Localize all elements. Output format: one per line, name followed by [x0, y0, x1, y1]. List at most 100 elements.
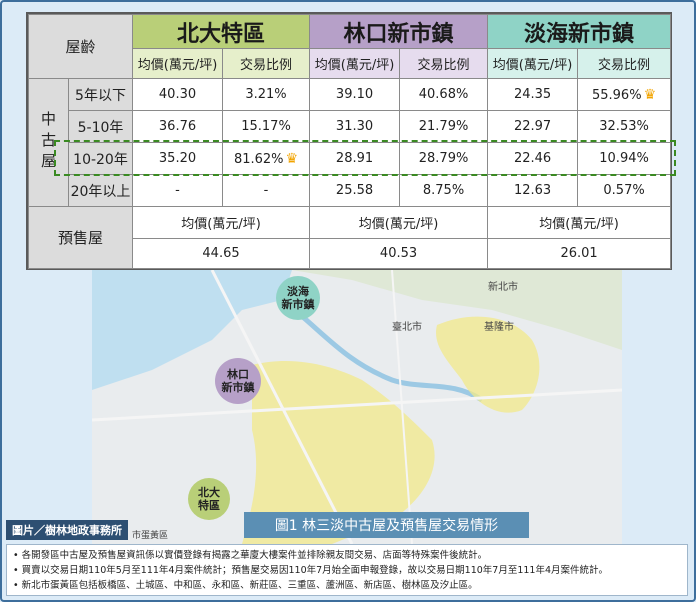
presale-value-beida: 44.65: [132, 238, 311, 269]
ratio-cell: 28.79%: [399, 142, 489, 175]
ratio-cell: 8.75%: [399, 174, 489, 207]
ratio-cell: 81.62% ♛: [222, 142, 311, 175]
cell-value: 32.53%: [599, 119, 649, 134]
place-keelung: 基隆市: [484, 322, 514, 333]
bubble-danhai: 淡海 新市鎮: [276, 276, 320, 320]
price-table: 屋齡 北大特區 林口新市鎮 淡海新市鎮 均價(萬元/坪) 交易比例 均價(萬元/…: [26, 12, 672, 270]
place-egg-yolk: 市蛋黃區: [132, 531, 169, 541]
price-cell: 25.58: [309, 174, 401, 207]
cell-value: 81.62%: [233, 151, 284, 167]
cell-value: 39.10: [335, 87, 374, 102]
presale-label: 預售屋: [27, 206, 134, 269]
cell-value: -: [175, 183, 180, 198]
group-danhai: 淡海新市鎮: [487, 14, 672, 49]
cell-value: -: [263, 183, 269, 198]
ratio-cell: 32.53%: [577, 110, 672, 143]
cell-value: 28.91: [335, 151, 374, 166]
river: [280, 298, 484, 403]
cell-value: 10.94%: [599, 151, 649, 166]
age-range: 10-20年: [67, 142, 134, 175]
cell-value: 21.79%: [418, 119, 469, 134]
age-range: 20年以上: [67, 174, 134, 207]
group-linkou: 林口新市鎮: [309, 14, 489, 49]
egg-yolk-zone: [242, 360, 435, 544]
group-beida: 北大特區: [132, 14, 311, 49]
ratio-cell: 0.57%: [577, 174, 672, 207]
cell-value: 55.96%: [591, 87, 642, 103]
age-header: 屋齡: [27, 14, 134, 79]
cell-value: 15.17%: [241, 119, 291, 134]
cell-value: 8.75%: [422, 183, 465, 198]
ratio-cell: 15.17%: [222, 110, 311, 143]
ratio-cell: 21.79%: [399, 110, 489, 143]
image-credit: 圖片／樹林地政事務所: [6, 520, 128, 540]
price-cell: 12.63: [487, 174, 579, 207]
cell-value: 31.30: [335, 119, 374, 134]
cell-value: 3.21%: [245, 87, 287, 102]
footnote-1: • 各開發區中古屋及預售屋資訊係以實價登錄有揭露之華廈大樓案件並排除親友間交易、…: [13, 550, 488, 561]
sea-area: [92, 270, 292, 390]
table-row: 5-10年 36.76 15.17% 31.30 21.79% 22.97 32.53%: [29, 110, 672, 143]
price-cell: 31.30: [309, 110, 401, 143]
price-cell: 22.46: [487, 142, 579, 175]
price-cell: 36.76: [132, 110, 224, 143]
table-row: 20年以上 - - 25.58 8.75% 12.63 0.57%: [29, 174, 672, 207]
map-graphic: [92, 270, 622, 544]
age-range: 5年以下: [67, 78, 134, 111]
bubble-linkou-text: 林口 新市鎮: [221, 368, 255, 394]
cell-value: 28.79%: [418, 151, 469, 166]
map: 淡海 新市鎮 林口 新市鎮 北大 特區 新北市 臺北市 基隆市 市蛋黃區: [92, 270, 622, 544]
ratio-cell: 40.68%: [399, 78, 489, 111]
col-header-price: 均價(萬元/坪): [132, 48, 224, 79]
presale-col-header: 均價(萬元/坪): [309, 206, 489, 239]
cell-value: 40.68%: [418, 87, 469, 102]
col-header-ratio: 交易比例: [399, 48, 489, 79]
table-row: 中古屋 5年以下 40.30 3.21% 39.10 40.68% 24.35 55.96% ♛: [28, 78, 672, 207]
cell-value: 12.63: [513, 183, 552, 198]
crown-icon: ♛: [285, 150, 299, 167]
ratio-cell: 3.21%: [222, 78, 311, 111]
cell-value: 24.35: [513, 87, 552, 102]
col-header-ratio: 交易比例: [577, 48, 672, 79]
ratio-cell: -: [222, 174, 311, 207]
place-newtaipei: 新北市: [488, 282, 518, 293]
price-cell: 24.35: [487, 78, 579, 111]
price-cell: -: [132, 174, 224, 207]
col-header-ratio: 交易比例: [222, 48, 311, 79]
price-cell: 35.20: [132, 142, 224, 175]
cell-value: 40.30: [158, 87, 197, 102]
presale-value-linkou: 40.53: [309, 238, 489, 269]
used-house-label: 中古屋: [28, 78, 69, 207]
table-row: 10-20年 35.20 81.62% ♛ 28.91 28.79% 22.46 10.94%: [29, 142, 672, 175]
xizhi-zone: [436, 316, 540, 413]
cell-value: 22.46: [513, 151, 552, 166]
crown-icon: ♛: [643, 86, 657, 103]
col-header-price: 均價(萬元/坪): [487, 48, 579, 79]
place-taipei: 臺北市: [392, 322, 422, 333]
col-header-price: 均價(萬元/坪): [309, 48, 401, 79]
ratio-cell: 55.96% ♛: [577, 78, 672, 111]
cell-value: 35.20: [158, 151, 197, 166]
bubble-beida-text: 北大 特區: [198, 486, 220, 512]
cell-value: 22.97: [513, 119, 552, 134]
cell-value: 25.58: [335, 183, 374, 198]
bubble-beida: 北大 特區: [188, 478, 230, 520]
figure-caption: 圖1 林三淡中古屋及預售屋交易情形: [244, 512, 529, 538]
cell-value: 36.76: [158, 119, 197, 134]
presale-value-danhai: 26.01: [487, 238, 672, 269]
age-range: 5-10年: [67, 110, 134, 143]
bubble-danhai-text: 淡海 新市鎮: [281, 285, 315, 311]
ratio-cell: 10.94%: [577, 142, 672, 175]
price-cell: 22.97: [487, 110, 579, 143]
presale-col-header: 均價(萬元/坪): [487, 206, 672, 239]
footnote-3: • 新北市蛋黃區包括板橋區、土城區、中和區、永和區、新莊區、三重區、蘆洲區、新店…: [13, 580, 478, 591]
bubble-linkou: 林口 新市鎮: [215, 358, 261, 404]
footnotes: • 各開發區中古屋及預售屋資訊係以實價登錄有揭露之華廈大樓案件並排除親友間交易、…: [6, 544, 688, 596]
price-cell: 40.30: [132, 78, 224, 111]
price-cell: 28.91: [309, 142, 401, 175]
footnote-2: • 買賣以交易日期110年5月至111年4月案件統計；預售屋交易因110年7月始…: [13, 565, 609, 576]
mountain-area: [292, 270, 622, 350]
presale-col-header: 均價(萬元/坪): [132, 206, 311, 239]
cell-value: 0.57%: [603, 183, 645, 198]
price-cell: 39.10: [309, 78, 401, 111]
